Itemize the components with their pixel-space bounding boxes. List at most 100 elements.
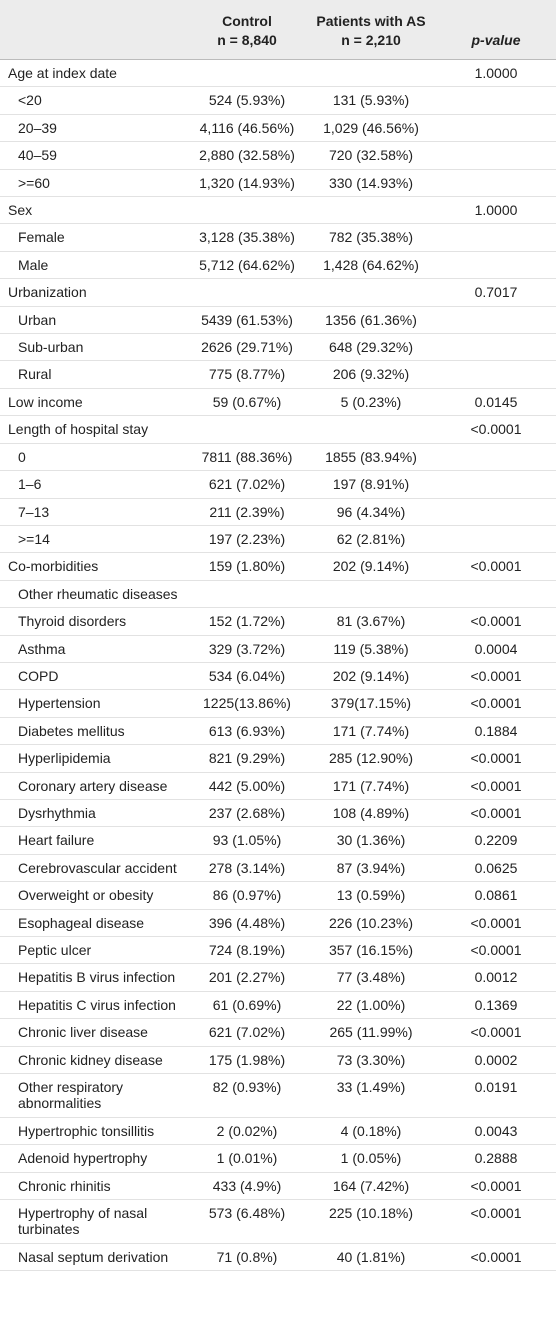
sub-row: 1–6 621 (7.02%) 197 (8.91%)	[0, 470, 556, 499]
row-label: 40–59	[0, 141, 188, 170]
cell-patients: 171 (7.74%)	[306, 717, 436, 746]
row-label: Dysrhythmia	[0, 799, 188, 828]
cell-patients: 96 (4.34%)	[306, 498, 436, 526]
cell-control: 159 (1.80%)	[188, 552, 306, 581]
header-text: p-value	[471, 32, 521, 48]
cell-control: 775 (8.77%)	[188, 360, 306, 389]
row-label: Diabetes mellitus	[0, 717, 188, 746]
cell-control: 4,116 (46.56%)	[188, 114, 306, 143]
cell-control: 5,712 (64.62%)	[188, 251, 306, 280]
row-label: Coronary artery disease	[0, 772, 188, 800]
sub-row: Peptic ulcer 724 (8.19%) 357 (16.15%) <0.00…	[0, 936, 556, 965]
cell-p-value: <0.0001	[436, 1243, 556, 1272]
row-label: Cerebrovascular accident	[0, 854, 188, 883]
cell-patients: 33 (1.49%)	[306, 1073, 436, 1118]
cell-control: 3,128 (35.38%)	[188, 223, 306, 252]
row-label: Hypertension	[0, 689, 188, 718]
header-patients: Patients with AS n = 2,210	[306, 0, 436, 60]
cell-control: 1 (0.01%)	[188, 1144, 306, 1173]
sub-row: Hypertrophy of nasal turbinates 573 (6.48…	[0, 1199, 556, 1244]
row-label: Esophageal disease	[0, 909, 188, 938]
cell-patients: 4 (0.18%)	[306, 1117, 436, 1146]
sub-row: Cerebrovascular accident 278 (3.14%) 87 (3…	[0, 854, 556, 883]
cell-p-value: <0.0001	[436, 607, 556, 636]
row-label: >=60	[0, 169, 188, 198]
cell-patients: 62 (2.81%)	[306, 525, 436, 554]
sub-row: Esophageal disease 396 (4.48%) 226 (10.23%…	[0, 909, 556, 938]
header-text: n = 8,840	[217, 32, 277, 48]
cell-control: 5439 (61.53%)	[188, 306, 306, 335]
cell-control: 211 (2.39%)	[188, 498, 306, 526]
cell-patients: 720 (32.58%)	[306, 141, 436, 170]
cell-p-value	[436, 580, 556, 609]
sub-row: Other rheumatic diseases	[0, 580, 556, 609]
cell-control: 442 (5.00%)	[188, 772, 306, 800]
cell-p-value	[436, 306, 556, 335]
table-body: Age at index date 1.0000 <20 524 (5.93%) 131…	[0, 59, 556, 1272]
sub-row: Male 5,712 (64.62%) 1,428 (64.62%)	[0, 251, 556, 280]
cell-patients: 265 (11.99%)	[306, 1018, 436, 1047]
cell-control: 175 (1.98%)	[188, 1046, 306, 1075]
cell-p-value: 1.0000	[436, 196, 556, 225]
sub-row: Hepatitis C virus infection 61 (0.69%) 22 …	[0, 991, 556, 1020]
sub-row: 7–13 211 (2.39%) 96 (4.34%)	[0, 498, 556, 526]
sub-row: COPD 534 (6.04%) 202 (9.14%) <0.0001	[0, 662, 556, 691]
cell-patients	[306, 196, 436, 225]
sub-row: Heart failure 93 (1.05%) 30 (1.36%) 0.2209	[0, 826, 556, 855]
group-row: Low income 59 (0.67%) 5 (0.23%) 0.0145	[0, 388, 556, 417]
sub-row: Asthma 329 (3.72%) 119 (5.38%) 0.0004	[0, 635, 556, 663]
cell-patients: 225 (10.18%)	[306, 1199, 436, 1244]
cell-control: 71 (0.8%)	[188, 1243, 306, 1272]
cell-patients: 81 (3.67%)	[306, 607, 436, 636]
row-label: Chronic rhinitis	[0, 1172, 188, 1201]
cell-p-value	[436, 443, 556, 472]
cell-control	[188, 580, 306, 609]
row-label: <20	[0, 86, 188, 115]
cell-control: 201 (2.27%)	[188, 963, 306, 992]
cell-patients: 108 (4.89%)	[306, 799, 436, 828]
cell-p-value	[436, 525, 556, 554]
sub-row: Adenoid hypertrophy 1 (0.01%) 1 (0.05%) 0.2…	[0, 1144, 556, 1173]
sub-row: Hyperlipidemia 821 (9.29%) 285 (12.90%) <0.…	[0, 744, 556, 773]
cell-patients: 202 (9.14%)	[306, 662, 436, 691]
row-label: Other rheumatic diseases	[0, 580, 188, 609]
cell-p-value: 0.0625	[436, 854, 556, 883]
cell-p-value: <0.0001	[436, 1018, 556, 1047]
header-text: Patients with AS	[316, 13, 426, 29]
header-control: Control n = 8,840	[188, 0, 306, 60]
cell-control: 152 (1.72%)	[188, 607, 306, 636]
cell-control: 329 (3.72%)	[188, 635, 306, 663]
cell-patients: 73 (3.30%)	[306, 1046, 436, 1075]
cell-patients: 171 (7.74%)	[306, 772, 436, 800]
row-label: Co-morbidities	[0, 552, 188, 581]
row-label: Low income	[0, 388, 188, 417]
group-row: Length of hospital stay <0.0001	[0, 415, 556, 444]
row-label: Other respiratory abnormalities	[0, 1073, 188, 1118]
cell-p-value: 0.1884	[436, 717, 556, 746]
cell-patients: 13 (0.59%)	[306, 881, 436, 910]
cell-control: 2,880 (32.58%)	[188, 141, 306, 170]
cell-control	[188, 196, 306, 225]
row-label: Hypertrophy of nasal turbinates	[0, 1199, 188, 1244]
sub-row: Coronary artery disease 442 (5.00%) 171 (7…	[0, 772, 556, 800]
cell-patients: 119 (5.38%)	[306, 635, 436, 663]
sub-row: 0 7811 (88.36%) 1855 (83.94%)	[0, 443, 556, 472]
cell-control: 1,320 (14.93%)	[188, 169, 306, 198]
cell-patients: 197 (8.91%)	[306, 470, 436, 499]
cell-patients: 648 (29.32%)	[306, 333, 436, 362]
row-label: Overweight or obesity	[0, 881, 188, 910]
cell-control: 197 (2.23%)	[188, 525, 306, 554]
row-label: Hyperlipidemia	[0, 744, 188, 773]
row-label: 7–13	[0, 498, 188, 526]
cell-p-value: 0.0004	[436, 635, 556, 663]
row-label: Hepatitis B virus infection	[0, 963, 188, 992]
group-row: Sex 1.0000	[0, 196, 556, 225]
cell-p-value: 0.1369	[436, 991, 556, 1020]
sub-row: Female 3,128 (35.38%) 782 (35.38%)	[0, 223, 556, 252]
row-label: Male	[0, 251, 188, 280]
cell-p-value	[436, 86, 556, 115]
cell-control: 2 (0.02%)	[188, 1117, 306, 1146]
cell-control: 61 (0.69%)	[188, 991, 306, 1020]
cell-p-value: <0.0001	[436, 909, 556, 938]
cell-patients	[306, 59, 436, 88]
